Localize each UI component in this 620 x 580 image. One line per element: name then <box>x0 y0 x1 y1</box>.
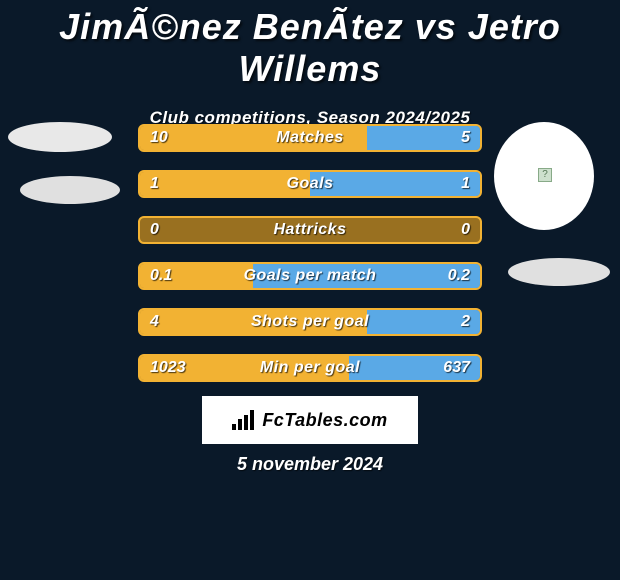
page-title: JimÃ©nez BenÃ­tez vs Jetro Willems <box>0 0 620 90</box>
stat-value-right: 0.2 <box>448 264 470 288</box>
stat-row: 0.1Goals per match0.2 <box>138 262 482 290</box>
stat-label: Goals per match <box>140 264 480 288</box>
stat-value-right: 1 <box>461 172 470 196</box>
stat-row: 1Goals1 <box>138 170 482 198</box>
footer-bars-icon <box>232 410 254 430</box>
date-text: 5 november 2024 <box>0 454 620 475</box>
stat-row: 0Hattricks0 <box>138 216 482 244</box>
footer-brand-badge: FcTables.com <box>202 396 418 444</box>
stat-label: Hattricks <box>140 218 480 242</box>
player-right-avatar: ? <box>494 122 594 230</box>
stat-label: Matches <box>140 126 480 150</box>
avatar-placeholder-icon: ? <box>538 168 552 182</box>
stat-value-right: 0 <box>461 218 470 242</box>
footer-brand-text: FcTables.com <box>262 410 387 431</box>
stat-value-right: 5 <box>461 126 470 150</box>
stat-label: Goals <box>140 172 480 196</box>
stat-label: Min per goal <box>140 356 480 380</box>
stat-row: 10Matches5 <box>138 124 482 152</box>
stats-container: 10Matches51Goals10Hattricks00.1Goals per… <box>138 124 482 400</box>
player-right-shadow <box>508 258 610 286</box>
stat-label: Shots per goal <box>140 310 480 334</box>
stat-value-right: 2 <box>461 310 470 334</box>
player-left-avatar <box>8 122 112 152</box>
stat-row: 4Shots per goal2 <box>138 308 482 336</box>
stat-row: 1023Min per goal637 <box>138 354 482 382</box>
stat-value-right: 637 <box>443 356 470 380</box>
player-left-shadow <box>20 176 120 204</box>
